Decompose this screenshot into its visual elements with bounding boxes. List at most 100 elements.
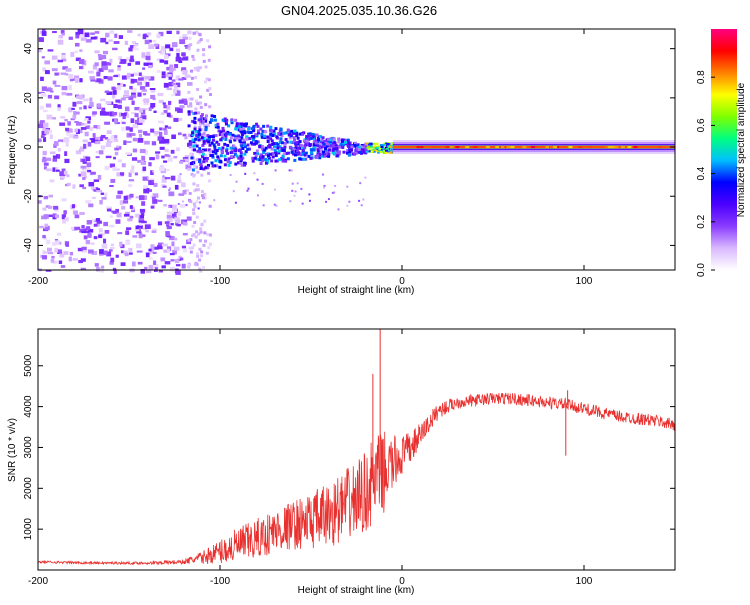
heat-cell bbox=[154, 264, 159, 269]
heat-cell bbox=[267, 156, 271, 160]
heat-cell bbox=[76, 95, 81, 99]
heat-cell bbox=[63, 137, 70, 143]
heat-cell bbox=[127, 72, 131, 77]
heat-cell bbox=[152, 97, 156, 101]
heat-cell bbox=[249, 141, 253, 145]
heat-cell bbox=[153, 182, 158, 187]
heat-cell bbox=[166, 112, 171, 117]
heat-cell bbox=[284, 131, 288, 135]
heat-cell bbox=[152, 228, 157, 231]
heat-cell bbox=[52, 167, 58, 172]
heat-cell bbox=[381, 144, 385, 147]
heat-cell bbox=[123, 195, 128, 200]
heat-cell bbox=[134, 113, 139, 118]
heat-cell bbox=[281, 159, 285, 163]
heat-cell bbox=[309, 136, 313, 140]
heat-cell bbox=[131, 157, 138, 161]
heat-cell bbox=[106, 251, 112, 257]
heat-cell bbox=[264, 161, 268, 165]
heat-cell bbox=[165, 44, 171, 49]
heat-cell bbox=[68, 107, 73, 113]
heat-cell bbox=[370, 146, 374, 149]
heat-cell bbox=[273, 145, 277, 149]
heat-cell bbox=[204, 154, 208, 158]
heat-cell bbox=[219, 130, 223, 134]
heat-cell bbox=[204, 117, 208, 121]
heat-cell bbox=[161, 177, 167, 183]
heat-cell bbox=[223, 117, 227, 121]
heat-cell bbox=[96, 188, 101, 191]
heat-cell bbox=[163, 203, 167, 207]
heat-cell bbox=[199, 269, 203, 273]
heat-cell bbox=[259, 127, 263, 131]
heat-cell bbox=[110, 257, 115, 263]
heat-cell bbox=[163, 138, 170, 144]
heat-cell bbox=[58, 139, 63, 142]
heat-cell bbox=[125, 240, 131, 245]
heat-cell bbox=[108, 69, 114, 73]
heat-cell bbox=[46, 114, 53, 120]
heat-cell bbox=[334, 152, 338, 156]
heat-cell bbox=[130, 112, 137, 115]
heat-cell bbox=[182, 69, 188, 75]
heat-cell bbox=[158, 31, 164, 37]
heat-cell bbox=[234, 118, 238, 122]
heat-cell bbox=[256, 124, 260, 128]
heat-cell bbox=[181, 263, 186, 269]
heat-cell bbox=[98, 234, 103, 239]
heat-cell bbox=[131, 165, 135, 171]
heat-cell bbox=[171, 213, 176, 217]
heat-cell bbox=[113, 269, 117, 274]
heat-cell bbox=[193, 189, 197, 193]
heat-cell bbox=[234, 127, 238, 131]
heat-cell bbox=[290, 141, 294, 145]
heat-cell bbox=[320, 154, 324, 158]
heat-cell bbox=[266, 154, 270, 158]
heat-cell bbox=[142, 176, 149, 181]
heat-cell bbox=[64, 217, 69, 222]
colorbar-tick-label: 0.2 bbox=[696, 214, 707, 228]
heat-cell bbox=[79, 228, 85, 233]
heat-cell bbox=[238, 139, 242, 143]
heat-cell bbox=[144, 140, 150, 145]
colorbar-label: Normalized spectral amplitude bbox=[736, 82, 747, 217]
heat-cell bbox=[221, 118, 225, 122]
heat-cell bbox=[60, 72, 67, 75]
heat-cell bbox=[114, 33, 118, 38]
heat-cell bbox=[614, 146, 619, 149]
heat-cell bbox=[202, 53, 206, 57]
heat-cell bbox=[200, 173, 204, 177]
heat-cell bbox=[184, 189, 189, 192]
heat-cell bbox=[75, 122, 82, 126]
heat-cell bbox=[199, 95, 203, 99]
heat-cell bbox=[278, 145, 282, 149]
heat-cell bbox=[40, 76, 44, 81]
heat-cell bbox=[92, 111, 97, 115]
heat-cell bbox=[275, 135, 279, 139]
heat-cell bbox=[262, 151, 266, 155]
heat-cell bbox=[171, 216, 178, 219]
heat-cell bbox=[348, 200, 351, 203]
heat-cell bbox=[190, 76, 194, 80]
heat-cell bbox=[239, 151, 243, 155]
heat-cell bbox=[87, 169, 92, 173]
heat-cell bbox=[388, 151, 392, 154]
y-tick-label: 3000 bbox=[23, 436, 34, 459]
heat-cell bbox=[341, 145, 345, 149]
heat-cell bbox=[65, 127, 70, 132]
heat-cell bbox=[288, 132, 292, 136]
heat-cell bbox=[207, 163, 211, 167]
heat-cell bbox=[73, 111, 77, 116]
heat-cell bbox=[275, 204, 278, 207]
heat-cell bbox=[195, 30, 199, 34]
heat-cell bbox=[126, 194, 132, 200]
heat-cell bbox=[167, 126, 172, 129]
heat-cell bbox=[195, 200, 199, 204]
heat-cell bbox=[152, 180, 155, 183]
heat-cell bbox=[73, 135, 79, 139]
heat-cell bbox=[75, 150, 82, 155]
heat-cell bbox=[164, 125, 169, 128]
heat-cell bbox=[164, 154, 169, 157]
heat-cell bbox=[148, 76, 155, 81]
heat-cell bbox=[264, 130, 268, 134]
